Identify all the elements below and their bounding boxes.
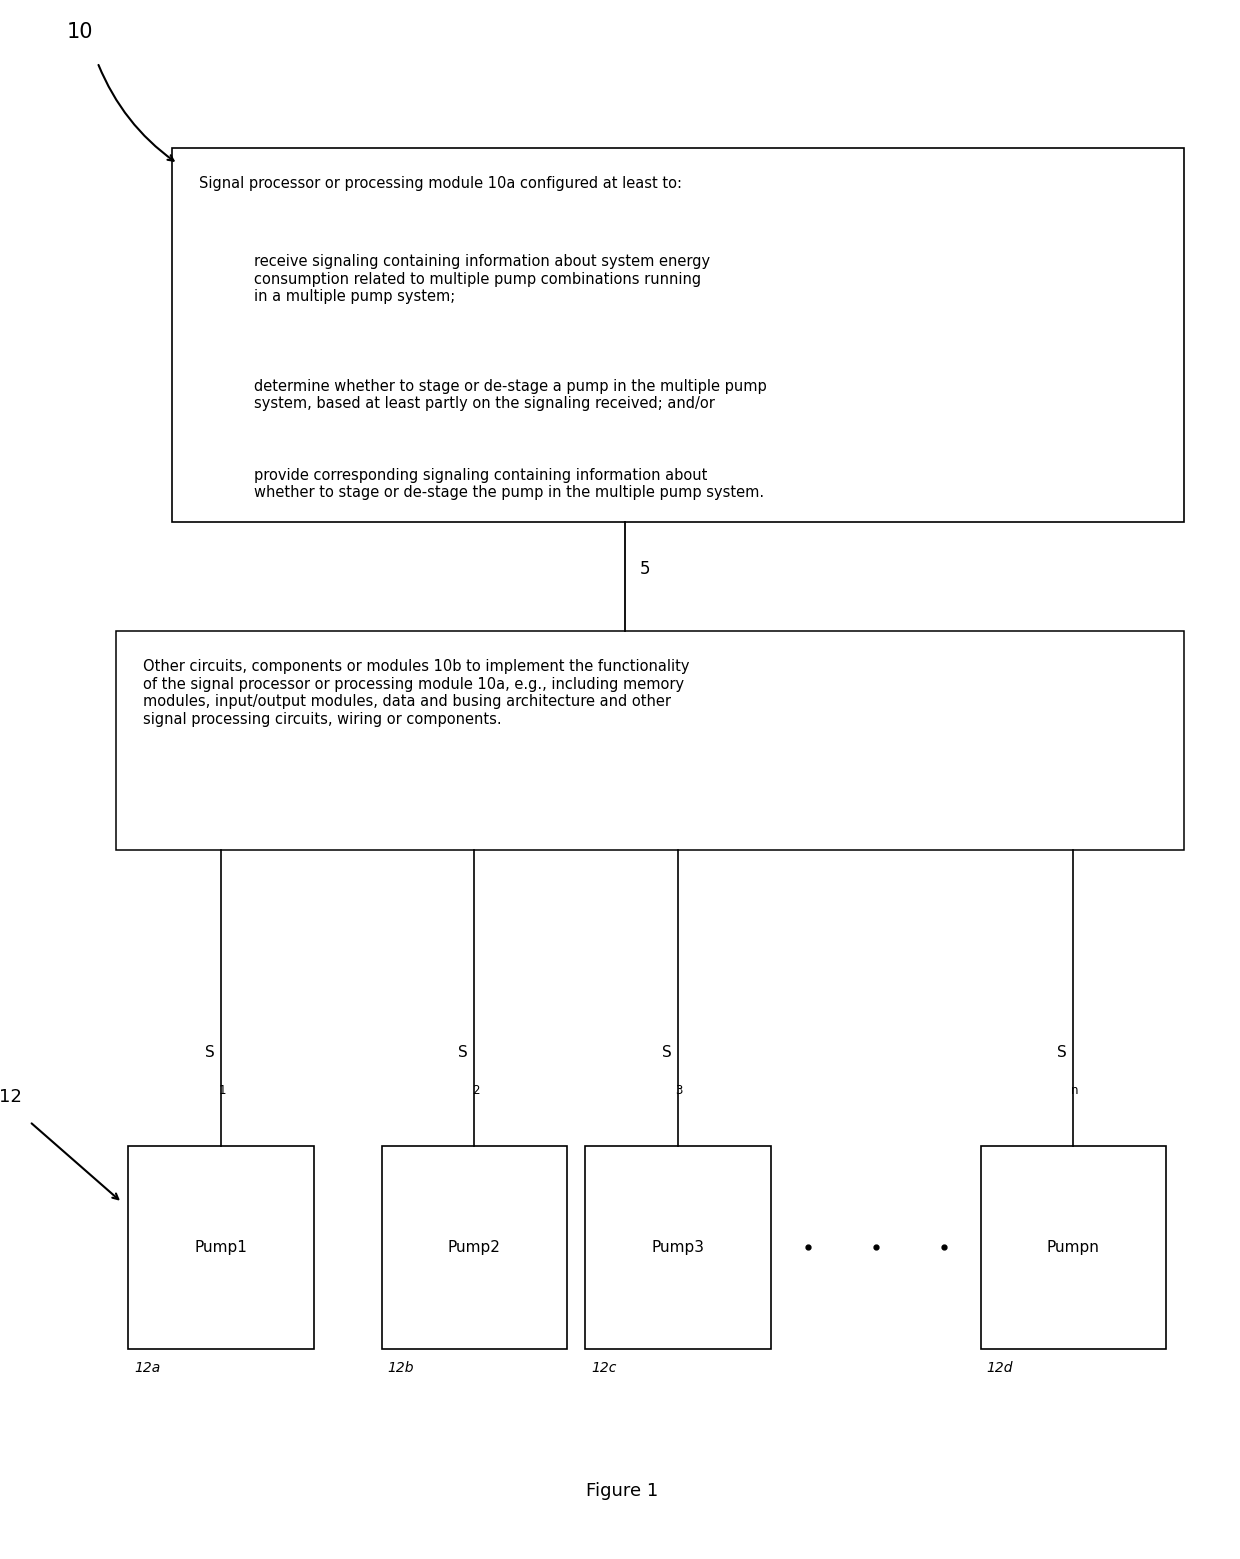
Text: S: S: [205, 1045, 215, 1060]
Text: 2: 2: [471, 1084, 479, 1096]
Text: 12b: 12b: [388, 1361, 414, 1375]
Text: 1: 1: [218, 1084, 226, 1096]
Text: S: S: [662, 1045, 672, 1060]
Text: 12: 12: [0, 1088, 21, 1105]
Text: Pumpn: Pumpn: [1047, 1239, 1100, 1255]
Text: 12c: 12c: [591, 1361, 616, 1375]
Text: S: S: [1058, 1045, 1068, 1060]
Text: receive signaling containing information about system energy
consumption related: receive signaling containing information…: [254, 254, 711, 304]
Bar: [585, 1146, 770, 1349]
Text: Figure 1: Figure 1: [587, 1481, 658, 1500]
Text: 3: 3: [676, 1084, 683, 1096]
Bar: [981, 1146, 1166, 1349]
Text: 12a: 12a: [134, 1361, 161, 1375]
Text: determine whether to stage or de-stage a pump in the multiple pump
system, based: determine whether to stage or de-stage a…: [254, 379, 768, 412]
Text: 5: 5: [640, 560, 650, 578]
Bar: [382, 1146, 567, 1349]
Text: Pump1: Pump1: [195, 1239, 248, 1255]
Text: Pump2: Pump2: [448, 1239, 501, 1255]
Text: n: n: [1071, 1084, 1079, 1096]
Text: 12d: 12d: [987, 1361, 1013, 1375]
Bar: [128, 1146, 314, 1349]
Bar: [117, 631, 1184, 850]
Bar: [171, 148, 1184, 522]
Text: 10: 10: [67, 22, 93, 42]
Text: Other circuits, components or modules 10b to implement the functionality
of the : Other circuits, components or modules 10…: [143, 659, 689, 726]
Text: S: S: [459, 1045, 467, 1060]
Text: provide corresponding signaling containing information about
whether to stage or: provide corresponding signaling containi…: [254, 468, 764, 500]
Text: Signal processor or processing module 10a configured at least to:: Signal processor or processing module 10…: [198, 176, 682, 192]
Text: Pump3: Pump3: [651, 1239, 704, 1255]
